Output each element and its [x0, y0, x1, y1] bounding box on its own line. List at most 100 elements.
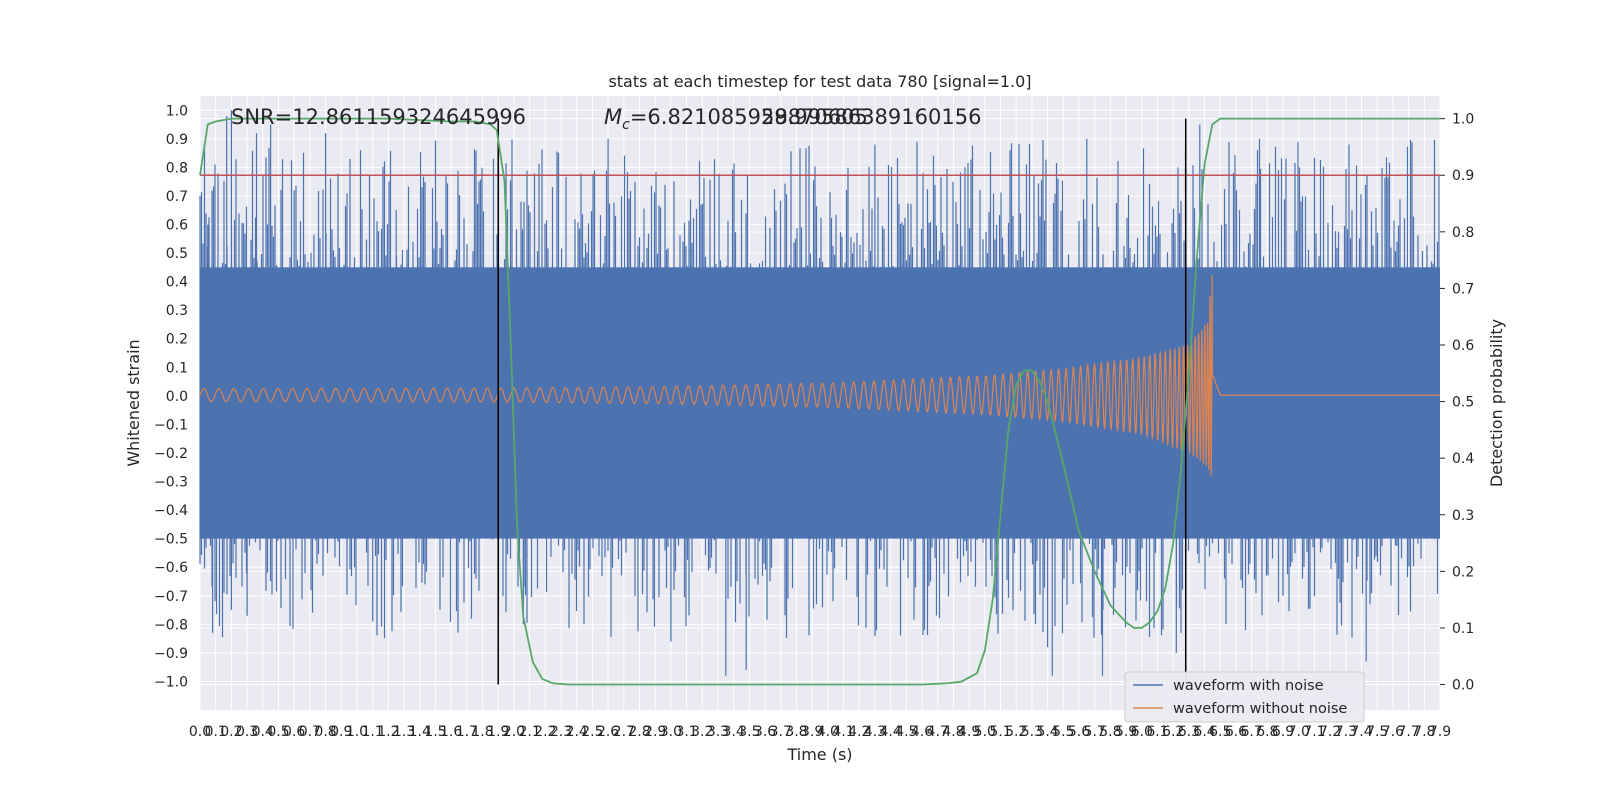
y2-tick-label: 0.3 — [1452, 508, 1474, 524]
y2-tick-label: 0.4 — [1452, 451, 1474, 467]
x-tick-label: 1.9 — [487, 724, 509, 740]
y2-tick-label: 0.0 — [1452, 678, 1474, 694]
x-tick-label: 0.1 — [205, 724, 227, 740]
x-tick-label: 3.6 — [754, 724, 776, 740]
x-tick-label: 1.5 — [424, 724, 446, 740]
y-tick-label: 0.8 — [166, 160, 188, 176]
x-tick-label: 3.2 — [691, 724, 713, 740]
chirp-mass-overlap-annotation: 58.99586389160156 — [761, 105, 981, 129]
x-tick-label: 1.3 — [393, 724, 415, 740]
y2-tick-label: 0.7 — [1452, 281, 1474, 297]
x-tick-label: 2.5 — [581, 724, 603, 740]
x-tick-label: 2.0 — [503, 724, 525, 740]
y-axis-label: Whitened strain — [124, 339, 143, 466]
y-tick-label: −0.7 — [154, 589, 188, 605]
y-tick-label: 0.3 — [166, 303, 188, 319]
y-tick-label: 0.0 — [166, 389, 188, 405]
x-tick-label: 6.3 — [1178, 724, 1200, 740]
x-tick-label: 0.7 — [299, 724, 321, 740]
x-tick-label: 6.6 — [1225, 724, 1247, 740]
x-tick-label: 5.3 — [1021, 724, 1043, 740]
x-tick-label: 1.7 — [456, 724, 478, 740]
y-tick-label: −0.2 — [154, 446, 188, 462]
y2-tick-label: 0.6 — [1452, 338, 1474, 354]
x-tick-label: 7.1 — [1303, 724, 1325, 740]
y-tick-label: −0.1 — [154, 417, 188, 433]
y2-tick-layer: 0.0 0.1 0.2 0.3 0.4 0.5 0.6 0.7 0.8 0.9 1.0 — [1440, 112, 1474, 694]
y-tick-label: −0.4 — [154, 503, 188, 519]
clean-waveform-line — [199, 274, 1440, 476]
x-tick-label: 0.3 — [236, 724, 258, 740]
y2-tick-label: 1.0 — [1452, 112, 1474, 128]
y2-tick-label: 0.5 — [1452, 395, 1474, 411]
x-tick-label: 1.1 — [362, 724, 384, 740]
x-tick-label: 3.8 — [785, 724, 807, 740]
y-tick-label: −1.0 — [154, 674, 188, 690]
legend-label-noise: waveform with noise — [1173, 678, 1324, 694]
x-tick-label: 4.0 — [817, 724, 839, 740]
y-tick-label: 0.4 — [166, 275, 188, 291]
x-tick-label: 6.4 — [1193, 724, 1215, 740]
x-tick-label: 0.6 — [283, 724, 305, 740]
x-tick-label: 1.0 — [346, 724, 368, 740]
x-tick-label: 6.8 — [1256, 724, 1278, 740]
x-tick-layer: 0.00.10.20.30.40.50.60.70.80.91.01.11.21… — [189, 724, 1451, 740]
x-tick-label: 6.7 — [1241, 724, 1263, 740]
x-tick-label: 5.4 — [1036, 724, 1058, 740]
y-tick-label: −0.9 — [154, 646, 188, 662]
x-tick-label: 0.2 — [220, 724, 242, 740]
y2-axis-label: Detection probability — [1487, 319, 1506, 487]
chirp-mass-value: =6.821085929870605 — [630, 105, 868, 129]
x-tick-label: 7.5 — [1366, 724, 1388, 740]
x-tick-label: 7.0 — [1288, 724, 1310, 740]
x-tick-label: 1.4 — [409, 724, 431, 740]
x-tick-label: 6.9 — [1272, 724, 1294, 740]
x-tick-label: 2.3 — [550, 724, 572, 740]
x-tick-label: 2.7 — [613, 724, 635, 740]
x-tick-label: 3.1 — [675, 724, 697, 740]
x-tick-label: 6.0 — [1131, 724, 1153, 740]
x-tick-label: 5.6 — [1068, 724, 1090, 740]
x-tick-label: 3.7 — [770, 724, 792, 740]
x-tick-label: 2.1 — [518, 724, 540, 740]
x-tick-label: 3.3 — [707, 724, 729, 740]
y2-tick-label: 0.1 — [1452, 621, 1474, 637]
x-tick-label: 7.6 — [1382, 724, 1404, 740]
x-tick-label: 7.3 — [1335, 724, 1357, 740]
y-tick-label: −0.3 — [154, 475, 188, 491]
x-tick-label: 7.9 — [1429, 724, 1451, 740]
x-tick-label: 4.2 — [848, 724, 870, 740]
x-tick-label: 1.6 — [440, 724, 462, 740]
x-tick-label: 2.9 — [644, 724, 666, 740]
x-tick-label: 5.0 — [974, 724, 996, 740]
chart-title: stats at each timestep for test data 780… — [608, 72, 1031, 91]
y-tick-label: 1.0 — [166, 103, 188, 119]
x-tick-label: 6.2 — [1162, 724, 1184, 740]
x-tick-label: 5.2 — [1005, 724, 1027, 740]
x-tick-label: 4.3 — [864, 724, 886, 740]
x-tick-label: 5.5 — [1052, 724, 1074, 740]
x-tick-label: 4.8 — [942, 724, 964, 740]
y-tick-layer: −1.0 −0.9 −0.8 −0.7 −0.6 −0.5 −0.4 −0.3 −0.2 −0.1… — [154, 103, 188, 690]
x-tick-label: 1.8 — [471, 724, 493, 740]
x-tick-label: 7.2 — [1319, 724, 1341, 740]
chirp-mass-symbol: M — [604, 105, 622, 129]
x-tick-label: 2.4 — [566, 724, 588, 740]
y-tick-label: 0.6 — [166, 218, 188, 234]
y2-tick-label: 0.8 — [1452, 225, 1474, 241]
chirp-mass-annotation: Mc=6.821085929870605 — [604, 105, 868, 133]
x-tick-label: 4.4 — [880, 724, 902, 740]
y-tick-label: 0.7 — [166, 189, 188, 205]
x-tick-label: 5.1 — [989, 724, 1011, 740]
legend-label-clean: waveform without noise — [1173, 701, 1347, 717]
snr-annotation: SNR=12.861159324645996 — [231, 105, 526, 129]
x-tick-label: 4.5 — [895, 724, 917, 740]
x-tick-label: 2.2 — [534, 724, 556, 740]
y-tick-label: 0.2 — [166, 332, 188, 348]
x-tick-label: 4.7 — [927, 724, 949, 740]
x-tick-label: 3.0 — [660, 724, 682, 740]
x-tick-label: 7.4 — [1350, 724, 1372, 740]
x-tick-label: 4.1 — [832, 724, 854, 740]
x-tick-label: 5.8 — [1099, 724, 1121, 740]
